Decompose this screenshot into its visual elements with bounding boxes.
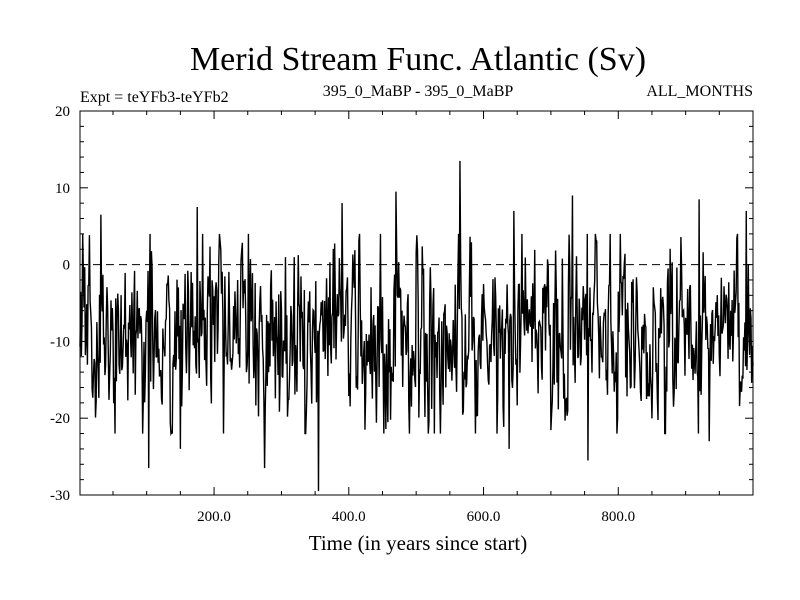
y-tick-label: 0 [63, 258, 71, 274]
series-line [79, 160, 754, 492]
months-label: ALL_MONTHS [646, 83, 753, 100]
x-axis-title: Time (in years since start) [309, 531, 528, 555]
x-tick-label: 200.0 [197, 509, 231, 525]
y-tick-label: -30 [50, 488, 70, 504]
x-tick-label: 400.0 [332, 509, 366, 525]
y-tick-label: -10 [50, 334, 70, 350]
experiment-label: Expt = teYFb3-teYFb2 [80, 89, 229, 106]
y-tick-label: -20 [50, 411, 70, 427]
x-axis: 200.0 400.0 600.0 800.0 [112, 111, 720, 525]
y-tick-label: 20 [55, 104, 70, 120]
chart-title: Merid Stream Func. Atlantic (Sv) [190, 41, 646, 78]
period-label: 395_0_MaBP - 395_0_MaBP [323, 83, 514, 100]
x-tick-label: 600.0 [467, 509, 501, 525]
y-tick-label: 10 [55, 181, 70, 197]
x-tick-label: 800.0 [601, 509, 635, 525]
